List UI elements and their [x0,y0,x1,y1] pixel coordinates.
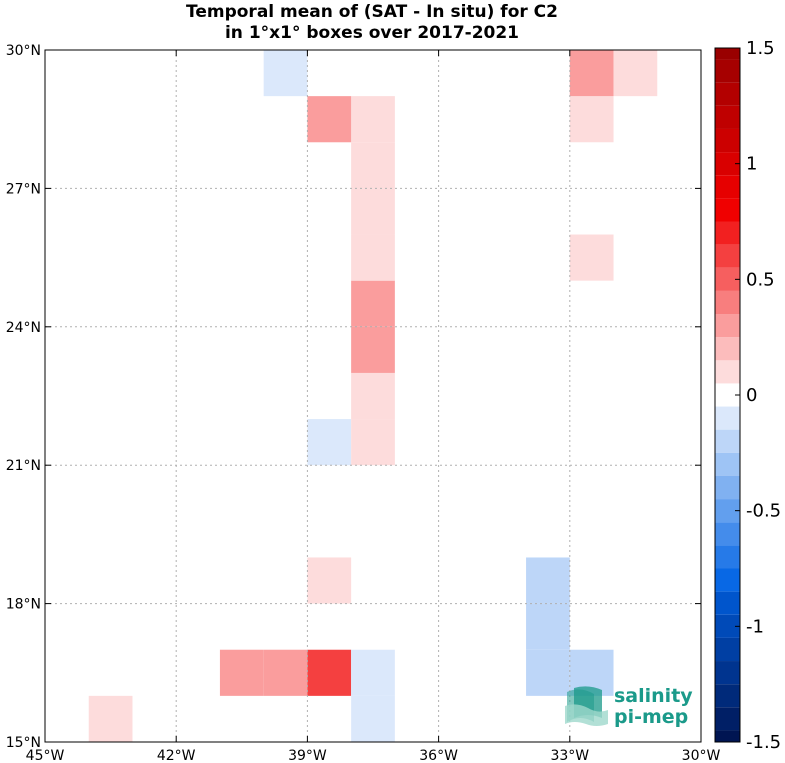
colorbar-band [715,82,740,106]
colorbar-tick-label: 1.5 [746,38,775,59]
heatmap-cell [526,649,570,696]
colorbar-band [715,221,740,245]
heatmap-cell [351,419,395,466]
y-tick-label: 24°N [6,320,41,336]
colorbar-band [715,637,740,662]
colorbar-tick-label: 1 [746,154,757,175]
logo-line2: pi-mep [614,706,688,728]
colorbar-ticks: 1.5 1 0.5 0 -0.5 -1 -1.5 [735,38,781,753]
colorbar-band [715,475,740,500]
colorbar-band [715,244,740,268]
colorbar-band [715,614,740,638]
chart-title: Temporal mean of (SAT - In situ) for C2 [186,2,558,22]
colorbar-band [715,48,740,60]
colorbar-band [715,730,740,742]
colorbar-band [715,175,740,199]
colorbar-band [715,707,740,731]
heatmap-cell [307,649,352,696]
colorbar-band [715,337,740,361]
colorbar-band [715,499,740,523]
heatmap-cell [351,96,395,143]
heatmap-cell [569,50,614,97]
heatmap-cell [351,280,395,327]
heatmap-cell [526,557,570,604]
y-tick-label: 27°N [6,181,41,197]
heatmap-cell [351,695,395,742]
heatmap-cell [351,188,395,235]
y-tick-label: 18°N [6,597,41,613]
x-tick-label: 39°W [288,748,327,763]
y-tick-label: 30°N [6,43,41,59]
colorbar-band [715,383,740,407]
y-tick-label: 15°N [6,735,41,751]
heatmap-cell [526,603,570,650]
colorbar-band [715,290,740,315]
x-axis-ticks: 45°W 42°W 39°W 36°W 33°W 30°W [26,50,721,763]
plot-frame [44,49,702,743]
heatmap-cell [219,649,264,696]
heatmap-cell [263,649,308,696]
x-tick-label: 45°W [26,748,65,763]
colorbar-band [715,360,740,384]
x-tick-label: 36°W [419,748,458,763]
heatmap-cell [351,142,395,189]
heatmap-cells [88,50,658,742]
heatmap-cell [88,695,133,742]
colorbar-band [715,105,740,129]
heatmap-cell [307,419,352,466]
heatmap-cell [351,234,395,281]
heatmap-cell [569,234,614,281]
logo-wave-icon-3 [565,704,608,726]
y-tick-label: 21°N [6,458,41,474]
colorbar-band [715,522,740,546]
colorbar-band [715,267,740,291]
colorbar-band [715,568,740,592]
colorbar-tick-label: 0 [746,385,757,406]
colorbar-band [715,198,740,222]
colorbar-band [715,314,740,338]
heatmap-cell [307,557,352,604]
colorbar-band [715,452,740,476]
colorbar-band [715,406,740,430]
colorbar-band [715,661,740,685]
colorbar-band [715,128,740,153]
colorbar-tick-label: -0.5 [746,501,781,522]
x-tick-label: 30°W [682,748,721,763]
colorbar-band [715,429,740,453]
x-tick-label: 33°W [550,748,589,763]
heatmap-cell [351,326,395,373]
grid-lines [45,50,701,742]
heatmap-cell [351,649,395,696]
colorbar-band [715,684,740,708]
colorbar-tick-label: 0.5 [746,269,775,290]
salinity-pimep-logo: salinity pi-mep [565,685,693,728]
colorbar-tick-label: -1.5 [746,732,781,753]
heatmap-cell [351,372,395,420]
colorbar-band [715,59,740,83]
heatmap-cell [263,50,308,97]
y-axis-ticks: 15°N 18°N 21°N 24°N 27°N 30°N [6,43,701,751]
x-tick-label: 42°W [157,748,196,763]
colorbar-tick-label: -1 [746,616,764,637]
colorbar-band [715,545,740,569]
heatmap-cell [307,96,352,143]
heatmap-cell [613,50,658,97]
logo-line1: salinity [614,685,693,707]
heatmap-cell [569,96,614,143]
colorbar-band [715,591,740,615]
colorbar-band [715,152,740,176]
chart-subtitle: in 1°x1° boxes over 2017-2021 [225,23,519,43]
